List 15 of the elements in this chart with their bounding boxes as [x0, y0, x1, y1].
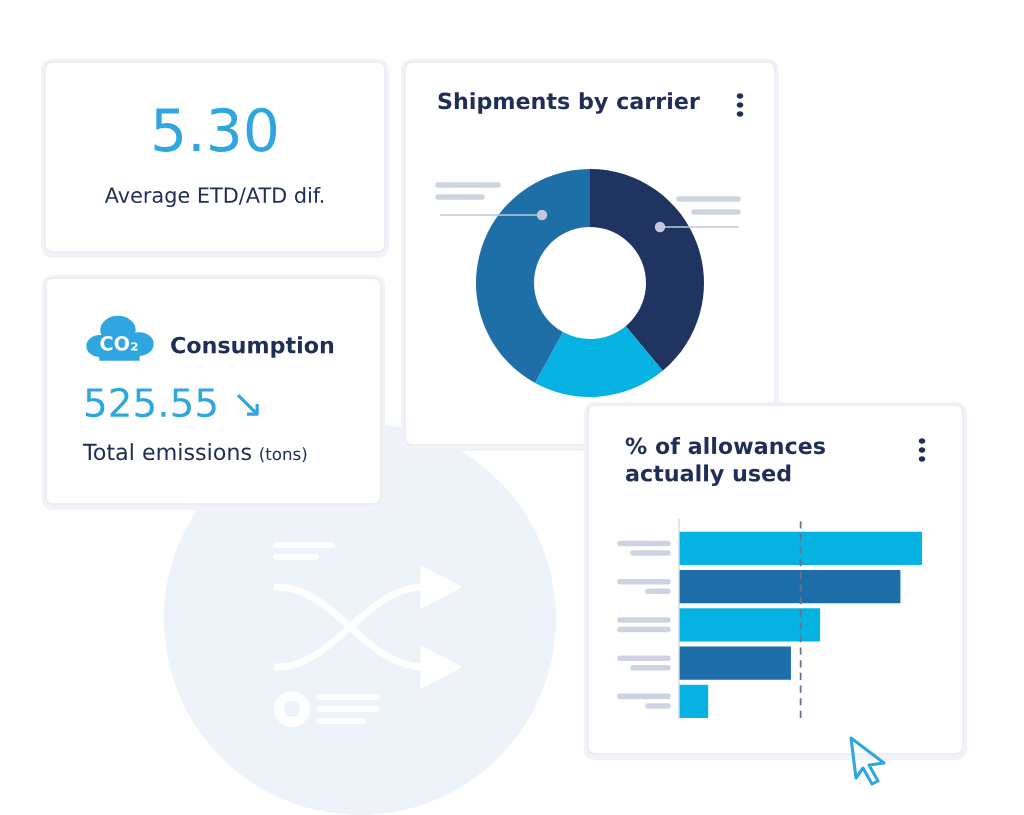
- bar: [679, 570, 901, 604]
- bar: [679, 684, 709, 718]
- donut-slice: [590, 169, 704, 371]
- text: 525.55 ↘: [86, 387, 259, 418]
- chart-title: Shipments by carrier: [438, 92, 700, 114]
- bar: [679, 531, 923, 566]
- donut-slice: [476, 169, 590, 383]
- text: Average ETD/ATD dif.: [104, 186, 324, 208]
- text: 5.30: [154, 107, 277, 152]
- donut-slice: [535, 326, 663, 397]
- text: CO₂: [100, 335, 138, 351]
- bar: [679, 646, 791, 680]
- chart-title: % of allowances actually used: [625, 437, 825, 487]
- bar: [679, 608, 821, 642]
- text: Consumption: [171, 336, 334, 358]
